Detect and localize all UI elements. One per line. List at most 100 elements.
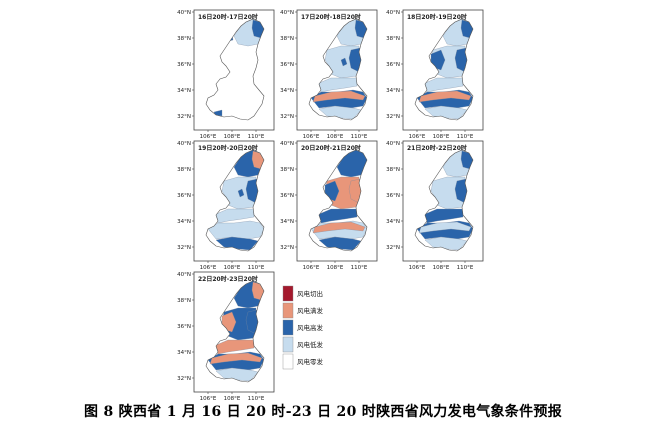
forecast-region-full [312, 221, 366, 234]
lon-tick-label: 106°E [200, 265, 217, 271]
province-map [414, 149, 474, 252]
legend-label: 风电满发 [297, 306, 324, 315]
lon-tick-label: 106°E [409, 265, 426, 271]
province-boundary [308, 149, 368, 252]
panel-title: 17日20时-18日20时 [301, 13, 361, 21]
legend-label: 风电高发 [297, 323, 324, 332]
forecast-region-full [209, 352, 263, 365]
lat-tick-label: 32°N [280, 114, 294, 120]
lat-tick-label: 34°N [386, 88, 400, 94]
lat-tick-label: 38°N [280, 36, 294, 42]
lon-tick-label: 110°E [248, 396, 265, 402]
lat-tick-label: 36°N [177, 324, 191, 330]
province-boundary [205, 280, 265, 383]
panel-title: 21日20时-22日20时 [407, 144, 467, 152]
forecast-region-full [418, 90, 472, 103]
lat-tick-label: 34°N [280, 219, 294, 225]
forecast-region-high [340, 57, 348, 67]
lon-tick-label: 106°E [409, 134, 426, 140]
lat-tick-label: 36°N [177, 62, 191, 68]
lat-tick-label: 32°N [386, 245, 400, 251]
lat-tick-label: 34°N [177, 219, 191, 225]
forecast-region-high [237, 188, 245, 198]
forecast-region-low [424, 236, 468, 251]
map-panel: 22日20时-23日20时 40°N 38°N 36°N 34°N 32°N 106°E 10… [177, 271, 275, 402]
lat-tick-label: 40°N [280, 141, 294, 147]
forecast-region-low [424, 105, 468, 120]
lon-tick-label: 108°E [327, 265, 344, 271]
lat-tick-label: 38°N [177, 167, 191, 173]
legend-swatch [282, 302, 294, 319]
lat-tick-label: 36°N [280, 193, 294, 199]
forecast-region-low [215, 367, 259, 382]
lat-tick-label: 40°N [177, 272, 191, 278]
lon-tick-label: 108°E [433, 134, 450, 140]
lat-tick-label: 40°N [177, 141, 191, 147]
forecast-region-low [316, 77, 358, 93]
forecast-region-high [215, 236, 259, 251]
province-map [308, 149, 368, 252]
lon-tick-label: 110°E [248, 265, 265, 271]
panel-title: 20日20时-21日20时 [301, 144, 361, 152]
lat-tick-label: 32°N [177, 245, 191, 251]
lat-tick-label: 40°N [386, 141, 400, 147]
legend-label: 风电低发 [297, 340, 324, 349]
lon-tick-label: 110°E [351, 134, 368, 140]
province-map [308, 18, 368, 121]
figure-caption: 图 8 陕西省 1 月 16 日 20 时-23 日 20 时陕西省风力发电气象… [83, 404, 563, 420]
province-map [414, 18, 474, 121]
province-boundary [205, 149, 265, 252]
lat-tick-label: 36°N [386, 62, 400, 68]
lat-tick-label: 32°N [177, 376, 191, 382]
map-panel: 17日20时-18日20时 40°N 38°N 36°N 34°N 32°N 106°E 10… [280, 9, 378, 140]
province-map [205, 149, 265, 252]
lon-tick-label: 106°E [200, 396, 217, 402]
panel-title: 19日20时-20日20时 [198, 144, 258, 152]
lon-tick-label: 106°E [200, 134, 217, 140]
lon-tick-label: 110°E [457, 134, 474, 140]
lat-tick-label: 36°N [280, 62, 294, 68]
map-panel: 20日20时-21日20时 40°N 38°N 36°N 34°N 32°N 106°E 10… [280, 140, 378, 271]
lat-tick-label: 32°N [280, 245, 294, 251]
legend-swatch [282, 319, 294, 336]
province-boundary [205, 18, 265, 121]
map-panel: 21日20时-22日20时 40°N 38°N 36°N 34°N 32°N 106°E 10… [386, 140, 484, 271]
forecast-region-full [213, 339, 255, 355]
lon-tick-label: 110°E [248, 134, 265, 140]
forecast-region-low [318, 105, 362, 120]
forecast-region-high [318, 236, 362, 251]
lon-tick-label: 106°E [303, 265, 320, 271]
lat-tick-label: 32°N [386, 114, 400, 120]
province-map [205, 280, 265, 383]
legend-label: 风电零发 [297, 357, 324, 366]
lon-tick-label: 106°E [303, 134, 320, 140]
lat-tick-label: 36°N [177, 193, 191, 199]
lat-tick-label: 38°N [386, 167, 400, 173]
lat-tick-label: 34°N [177, 350, 191, 356]
province-boundary [414, 149, 474, 252]
lon-tick-label: 110°E [457, 265, 474, 271]
forecast-region-low [213, 208, 255, 224]
legend-label: 风电切出 [297, 289, 323, 298]
legend-swatch [282, 353, 294, 370]
lat-tick-label: 38°N [386, 36, 400, 42]
lat-tick-label: 40°N [386, 10, 400, 16]
lat-tick-label: 34°N [177, 88, 191, 94]
panel-title: 16日20时-17日20时 [198, 13, 258, 21]
forecast-region-low [207, 220, 264, 240]
forecast-region-full [312, 90, 366, 103]
forecast-region-high [316, 208, 358, 224]
lat-tick-label: 34°N [280, 88, 294, 94]
lat-tick-label: 38°N [177, 298, 191, 304]
lon-tick-label: 108°E [224, 265, 241, 271]
lat-tick-label: 34°N [386, 219, 400, 225]
panel-title: 22日20时-23日20时 [198, 275, 258, 283]
lat-tick-label: 38°N [177, 36, 191, 42]
lon-tick-label: 108°E [224, 396, 241, 402]
panel-title: 18日20时-19日20时 [407, 13, 467, 21]
map-panel: 19日20时-20日20时 40°N 38°N 36°N 34°N 32°N 106°E 10… [177, 140, 275, 271]
lat-tick-label: 40°N [177, 10, 191, 16]
lon-tick-label: 108°E [327, 134, 344, 140]
forecast-region-low [422, 77, 464, 93]
